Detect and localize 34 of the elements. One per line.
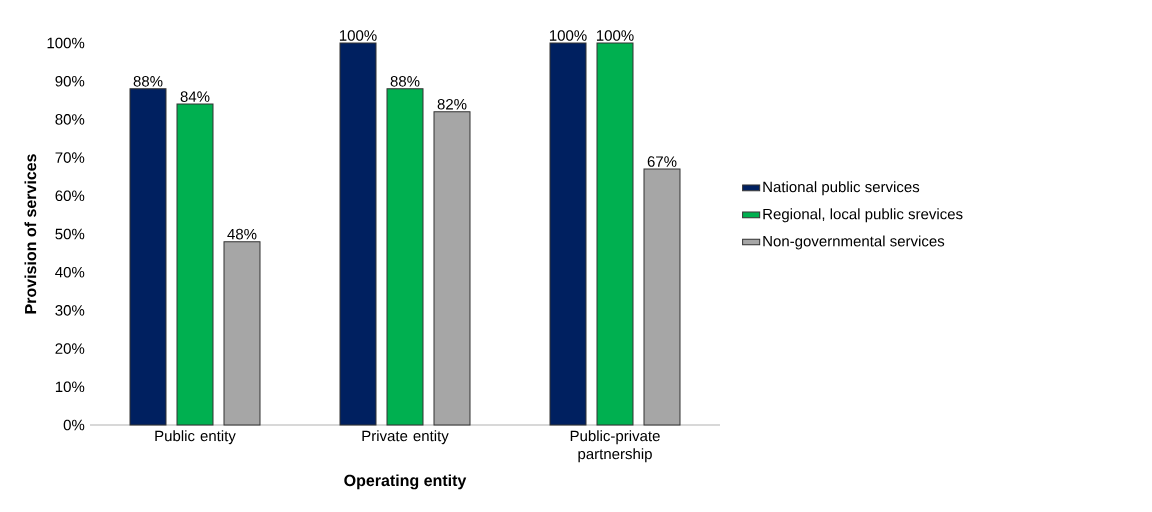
legend-label: Regional, local public srevices [763, 208, 963, 223]
y-tick-label: 0% [63, 419, 85, 431]
data-label: 88% [133, 76, 163, 87]
x-tick-label: Public entity [155, 430, 236, 445]
data-label: 82% [437, 98, 467, 110]
x-tick-label: Public-private partnership [570, 430, 660, 463]
y-tick-label: 50% [55, 228, 85, 240]
bar [339, 42, 377, 426]
x-tick-label: Private entity [362, 430, 449, 445]
data-label: 100% [596, 30, 634, 41]
y-axis-title: Provision of services [24, 154, 37, 314]
y-tick-label: 20% [55, 343, 85, 354]
bar [129, 88, 167, 426]
y-tick-label: 40% [55, 266, 85, 278]
y-tick-label: 70% [55, 152, 85, 163]
data-label: 48% [227, 228, 257, 240]
y-tick-label: 30% [55, 305, 85, 316]
bar [176, 103, 214, 426]
y-tick-label: 90% [55, 75, 85, 87]
y-tick-label: 60% [55, 190, 85, 202]
legend-label: National public services [763, 181, 920, 196]
data-label: 67% [647, 156, 677, 167]
y-tick-label: 10% [55, 381, 85, 393]
data-label: 88% [390, 76, 420, 87]
data-label: 100% [549, 30, 587, 41]
legend-label: Non-governmental services [763, 235, 945, 250]
data-label: 100% [339, 30, 377, 41]
data-label: 84% [180, 91, 210, 102]
y-tick-label: 80% [55, 114, 85, 125]
bar [386, 88, 424, 426]
x-axis-title: Operating entity [344, 474, 467, 490]
y-tick-label: 100% [47, 37, 85, 49]
bar [549, 42, 587, 426]
bar [596, 42, 634, 426]
